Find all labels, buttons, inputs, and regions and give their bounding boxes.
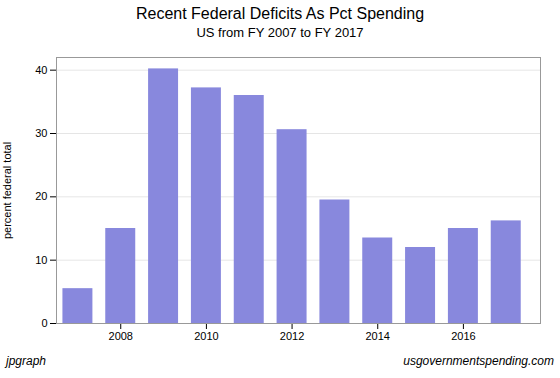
svg-text:40: 40	[35, 64, 47, 76]
svg-text:2008: 2008	[109, 330, 133, 342]
html-text:jpgraph: jpgraph	[6, 354, 46, 368]
svg-text:10: 10	[35, 254, 47, 266]
html-text:usgovernmentspending.com: usgovernmentspending.com	[403, 354, 554, 368]
svg-text:30: 30	[35, 127, 47, 139]
svg-text:2012: 2012	[280, 330, 304, 342]
svg-text:2016: 2016	[451, 330, 475, 342]
html-text:Recent Federal Deficits As Pct: Recent Federal Deficits As Pct Spending	[135, 5, 425, 22]
svg-text:percent federal total: percent federal total	[1, 142, 13, 239]
svg-text:20: 20	[35, 190, 47, 202]
svg-text:2014: 2014	[365, 330, 389, 342]
html-text:US from FY 2007 to FY 2017: US from FY 2007 to FY 2017	[196, 25, 364, 40]
svg-text:2010: 2010	[194, 330, 218, 342]
svg-text:0: 0	[41, 317, 47, 329]
